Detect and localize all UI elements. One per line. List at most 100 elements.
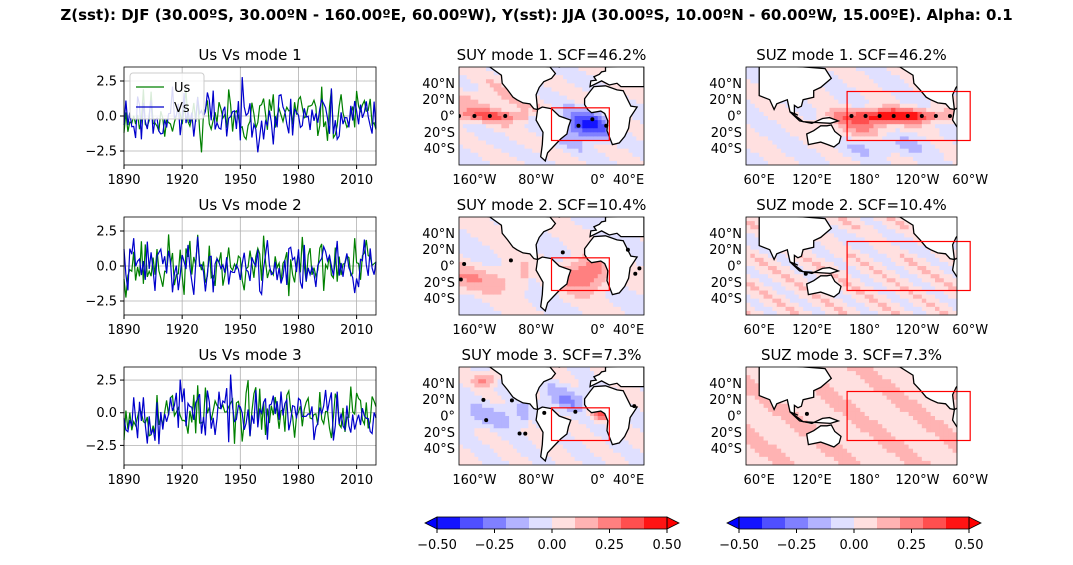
anomaly-cell — [807, 144, 813, 150]
anomaly-cell — [474, 233, 479, 238]
anomaly-cell — [851, 294, 857, 300]
anomaly-cell — [566, 253, 572, 259]
anomaly-cell — [528, 136, 533, 141]
anomaly-cell — [833, 103, 839, 109]
anomaly-cell — [582, 91, 587, 97]
anomaly-cell — [466, 266, 472, 271]
anomaly-cell — [895, 310, 901, 315]
anomaly-cell — [462, 379, 468, 384]
anomaly-cell — [462, 371, 468, 376]
anomaly-cell — [566, 266, 572, 271]
anomaly-cell — [524, 160, 529, 165]
anomaly-cell — [767, 261, 773, 267]
anomaly-cell — [926, 148, 932, 154]
anomaly-cell — [869, 152, 874, 158]
anomaly-cell — [462, 282, 468, 287]
anomaly-cell — [767, 302, 773, 308]
anomaly-cell — [636, 302, 641, 308]
anomaly-cell — [913, 128, 918, 133]
anomaly-cell — [516, 253, 522, 259]
anomaly-cell — [459, 367, 464, 372]
anomaly-cell — [785, 111, 791, 117]
anomaly-cell — [891, 144, 896, 150]
anomaly-cell — [785, 148, 791, 154]
anomaly-cell — [952, 152, 957, 158]
anomaly-cell — [939, 286, 945, 291]
anomaly-cell — [489, 116, 495, 121]
anomaly-cell — [776, 103, 782, 109]
anomaly-cell — [781, 249, 787, 255]
anomaly-cell — [772, 136, 778, 141]
anomaly-cell — [586, 124, 591, 129]
anomaly-cell — [497, 103, 502, 109]
anomaly-cell — [754, 245, 760, 251]
anomaly-cell — [855, 282, 861, 287]
anomaly-cell — [466, 424, 472, 429]
anomaly-cell — [493, 132, 499, 137]
anomaly-cell — [767, 136, 773, 141]
anomaly-cell — [860, 132, 866, 137]
anomaly-cell — [590, 270, 595, 275]
anomaly-cell — [482, 274, 487, 279]
anomaly-cell — [563, 233, 568, 238]
anomaly-cell — [470, 367, 475, 372]
anomaly-cell — [516, 160, 522, 165]
anomaly-cell — [597, 140, 603, 146]
anomaly-cell — [482, 124, 487, 129]
anomaly-cell — [855, 140, 861, 146]
anomaly-cell — [566, 282, 572, 287]
anomaly-cell — [474, 91, 479, 97]
anomaly-cell — [781, 286, 787, 291]
anomaly-cell — [886, 278, 892, 283]
anomaly-cell — [869, 270, 874, 275]
anomaly-cell — [803, 266, 809, 271]
anomaly-cell — [864, 152, 870, 158]
anomaly-cell — [505, 99, 510, 105]
anomaly-cell — [948, 156, 954, 162]
anomaly-cell — [470, 99, 475, 105]
anomaly-cell — [566, 99, 572, 105]
anomaly-cell — [624, 91, 630, 97]
anomaly-cell — [798, 278, 804, 283]
anomaly-cell — [462, 286, 468, 291]
anomaly-cell — [628, 282, 633, 287]
anomaly-cell — [754, 237, 760, 242]
anomaly-cell — [913, 160, 918, 165]
anomaly-cell — [904, 75, 910, 80]
anomaly-cell — [482, 71, 487, 76]
anomaly-cell — [478, 245, 483, 251]
anomaly-cell — [754, 75, 760, 80]
anomaly-cell — [811, 261, 817, 267]
anomaly-cell — [877, 241, 883, 247]
anomaly-cell — [882, 136, 888, 141]
anomaly-cell — [597, 274, 603, 279]
anomaly-cell — [489, 160, 495, 165]
anomaly-cell — [926, 286, 932, 291]
anomaly-cell — [609, 156, 614, 162]
anomaly-cell — [851, 221, 857, 226]
anomaly-cell — [891, 310, 896, 315]
anomaly-cell — [574, 298, 579, 304]
anomaly-cell — [466, 399, 472, 405]
anomaly-cell — [559, 221, 564, 226]
anomaly-cell — [855, 132, 861, 137]
anomaly-cell — [833, 266, 839, 271]
anomaly-cell — [948, 274, 954, 279]
anomaly-cell — [566, 136, 572, 141]
anomaly-cell — [842, 83, 848, 88]
anomaly-cell — [794, 302, 800, 308]
anomaly-cell — [785, 266, 791, 271]
anomaly-cell — [551, 103, 556, 109]
anomaly-cell — [869, 111, 874, 117]
anomaly-cell — [543, 95, 549, 101]
anomaly-cell — [886, 160, 892, 165]
anomaly-cell — [497, 253, 502, 259]
anomaly-cell — [838, 103, 844, 109]
anomaly-cell — [482, 399, 487, 405]
anomaly-cell — [528, 261, 533, 267]
anomaly-cell — [904, 107, 910, 113]
anomaly-cell — [624, 148, 630, 154]
anomaly-cell — [462, 411, 468, 417]
anomaly-cell — [462, 221, 468, 226]
anomaly-cell — [794, 107, 800, 113]
